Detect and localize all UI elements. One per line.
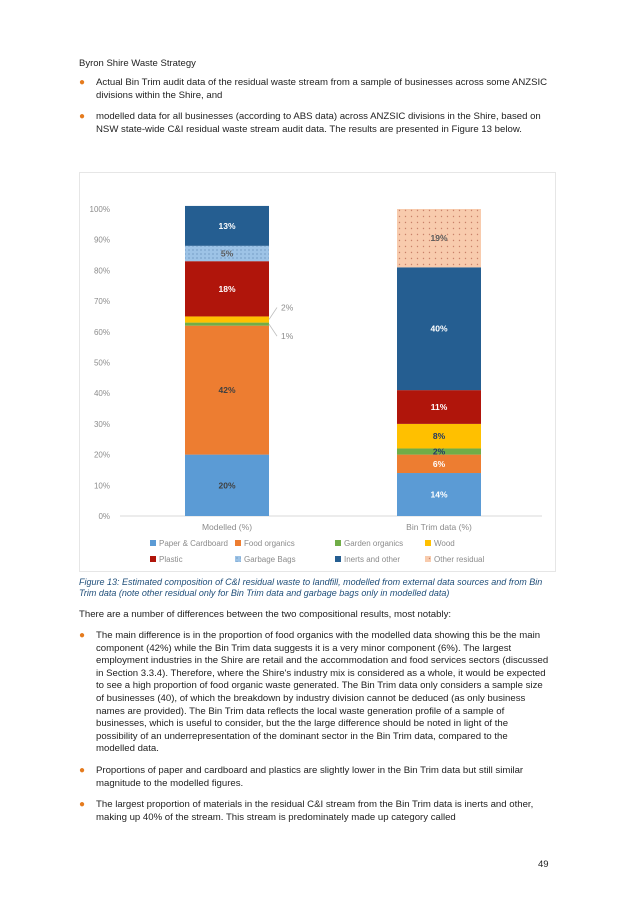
leader-line [268,307,278,320]
x-category-label: Bin Trim data (%) [406,522,472,532]
composition-chart: 0% 10% 20% 30% 40% 50% 60% 70% 80% 90% 100% Modelle… [79,172,556,572]
bar-segment [397,473,481,516]
legend-label: Other residual [434,555,484,564]
legend-swatch [425,540,431,546]
data-label: 5% [221,249,234,259]
bar-segment [397,423,481,449]
y-tick-label: 20% [94,451,110,460]
bar-segment [397,448,481,455]
legend-swatch [235,540,241,546]
data-label: 8% [433,431,446,441]
data-label: 42% [218,385,235,395]
bullet-icon: ● [79,764,86,776]
data-label: 1% [281,331,294,341]
bar-segment [185,316,269,323]
y-tick-label: 60% [94,328,110,337]
legend-swatch [150,540,156,546]
bar-segment [185,322,269,326]
data-label: 18% [218,284,235,294]
bar-segment [185,261,269,317]
y-tick-label: 50% [94,359,110,368]
bullet-text: The main difference is in the proportion… [96,630,549,755]
list-item: ● The largest proportion of materials in … [79,799,549,824]
legend-label: Wood [434,539,455,548]
legend-label: Paper & Cardboard [159,539,228,548]
legend-label: Plastic [159,555,183,564]
bullet-text: modelled data for all businesses (accord… [96,111,541,135]
legend-label: Inerts and other [344,555,400,564]
y-tick-label: 30% [94,420,110,429]
legend-label: Food organics [244,539,295,548]
discussion-bullet-list: ● The main difference is in the proportio… [79,630,549,833]
legend-label: Garden organics [344,539,403,548]
list-item: ● modelled data for all businesses (accor… [79,111,549,136]
data-label: 40% [430,324,447,334]
data-label: 20% [218,480,235,490]
legend-swatch [335,540,341,546]
data-label: 6% [433,459,446,469]
bullet-icon: ● [79,111,86,123]
legend-swatch [235,556,241,562]
intro-bullet-list: ● Actual Bin Trim audit data of the resid… [79,77,549,145]
bullet-text: The largest proportion of materials in t… [96,799,534,823]
legend-swatch [425,556,431,562]
bullet-icon: ● [79,799,86,811]
legend-swatch [335,556,341,562]
bar-segment [397,209,481,268]
legend-label: Garbage Bags [244,555,296,564]
bar-segment [397,267,481,391]
leader-line [268,323,278,337]
list-item: ● Proportions of paper and cardboard and… [79,765,549,790]
list-item: ● Actual Bin Trim audit data of the resid… [79,77,549,102]
document-header: Byron Shire Waste Strategy [79,58,196,69]
data-label: 13% [218,221,235,231]
bar-segment [397,390,481,424]
bullet-icon: ● [79,630,86,641]
bullet-icon: ● [79,77,86,88]
bar-segment [185,245,269,262]
bar-segment [185,205,269,246]
x-category-label: Modelled (%) [202,522,252,532]
bar-segment [185,325,269,455]
data-label: 2% [433,447,446,457]
bar-segment [185,454,269,516]
y-tick-label: 80% [94,266,110,275]
data-label: 19% [430,233,447,243]
y-tick-label: 10% [94,481,110,490]
page-number: 49 [538,859,549,870]
legend-swatch [150,556,156,562]
y-tick-label: 70% [94,297,110,306]
figure-caption: Figure 13: Estimated composition of C&I … [79,577,543,598]
bar-segment [397,454,481,474]
list-item: ● The main difference is in the proportio… [79,630,549,756]
data-label: 14% [430,490,447,500]
chart-canvas: 0% 10% 20% 30% 40% 50% 60% 70% 80% 90% 100% Modelle… [90,205,542,564]
discussion-intro: There are a number of differences betwee… [79,609,452,620]
y-tick-label: 90% [94,236,110,245]
y-tick-label: 0% [98,512,110,521]
bullet-text: Proportions of paper and cardboard and p… [96,764,524,789]
data-label: 2% [281,303,294,313]
y-tick-label: 100% [90,205,110,214]
data-label: 11% [431,402,448,412]
bullet-text: Actual Bin Trim audit data of the residu… [96,77,548,101]
y-tick-label: 40% [94,389,110,398]
